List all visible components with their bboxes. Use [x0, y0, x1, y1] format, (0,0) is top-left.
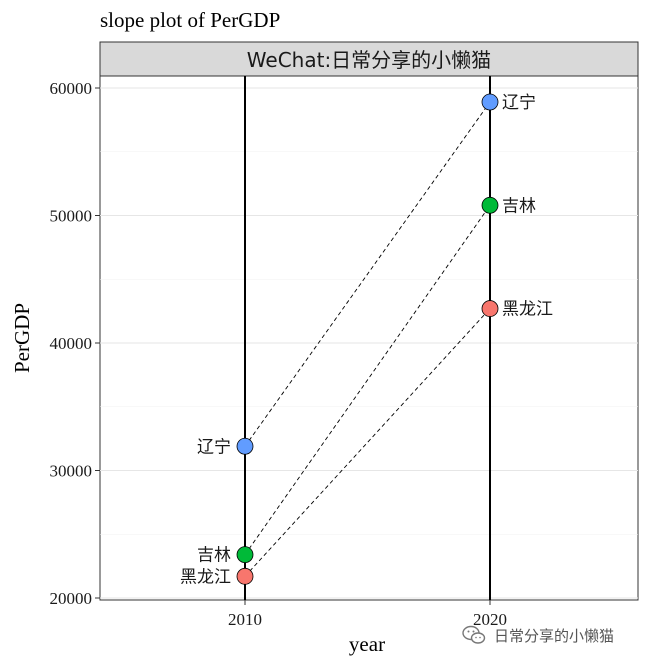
data-point [481, 93, 499, 111]
x-tick-label: 2020 [473, 610, 507, 629]
wechat-icon [462, 625, 486, 644]
y-tick-label: 60000 [50, 79, 93, 98]
point-label: 吉林 [197, 546, 231, 566]
point-label: 黑龙江 [180, 567, 231, 587]
data-point [236, 546, 254, 564]
y-axis-ticks: 20000 30000 40000 50000 60000 [50, 79, 100, 608]
slope-line [244, 205, 491, 555]
point-label: 辽宁 [197, 437, 231, 457]
y-axis-label: PerGDP [10, 303, 34, 373]
slope-line [244, 308, 491, 577]
chart-title: slope plot of PerGDP [100, 8, 280, 32]
y-tick-label: 30000 [50, 462, 93, 481]
y-tick-label: 50000 [50, 207, 93, 226]
data-point [236, 437, 254, 455]
plot-panel [99, 75, 639, 601]
x-axis-ticks: 2010 2020 [228, 600, 507, 629]
y-tick-label: 40000 [50, 334, 93, 353]
point-label: 辽宁 [502, 93, 536, 113]
point-label: 黑龙江 [502, 300, 553, 320]
data-point [481, 300, 499, 317]
data-points [236, 93, 499, 585]
x-axis-label: year [349, 632, 385, 656]
grid-lines [100, 87, 638, 599]
facet-strip [99, 41, 639, 77]
facet-label: WeChat:日常分享的小懒猫 [247, 48, 491, 72]
watermark-text: 日常分享的小懒猫 [494, 626, 615, 645]
y-tick-label: 20000 [50, 589, 93, 608]
slope-lines [244, 101, 491, 577]
point-label: 吉林 [502, 196, 536, 216]
slope-line [244, 101, 491, 447]
watermark: 日常分享的小懒猫 [462, 624, 614, 646]
data-point [236, 567, 254, 585]
x-tick-label: 2010 [228, 610, 262, 629]
year-axis-lines [244, 76, 491, 600]
data-point [481, 196, 499, 214]
